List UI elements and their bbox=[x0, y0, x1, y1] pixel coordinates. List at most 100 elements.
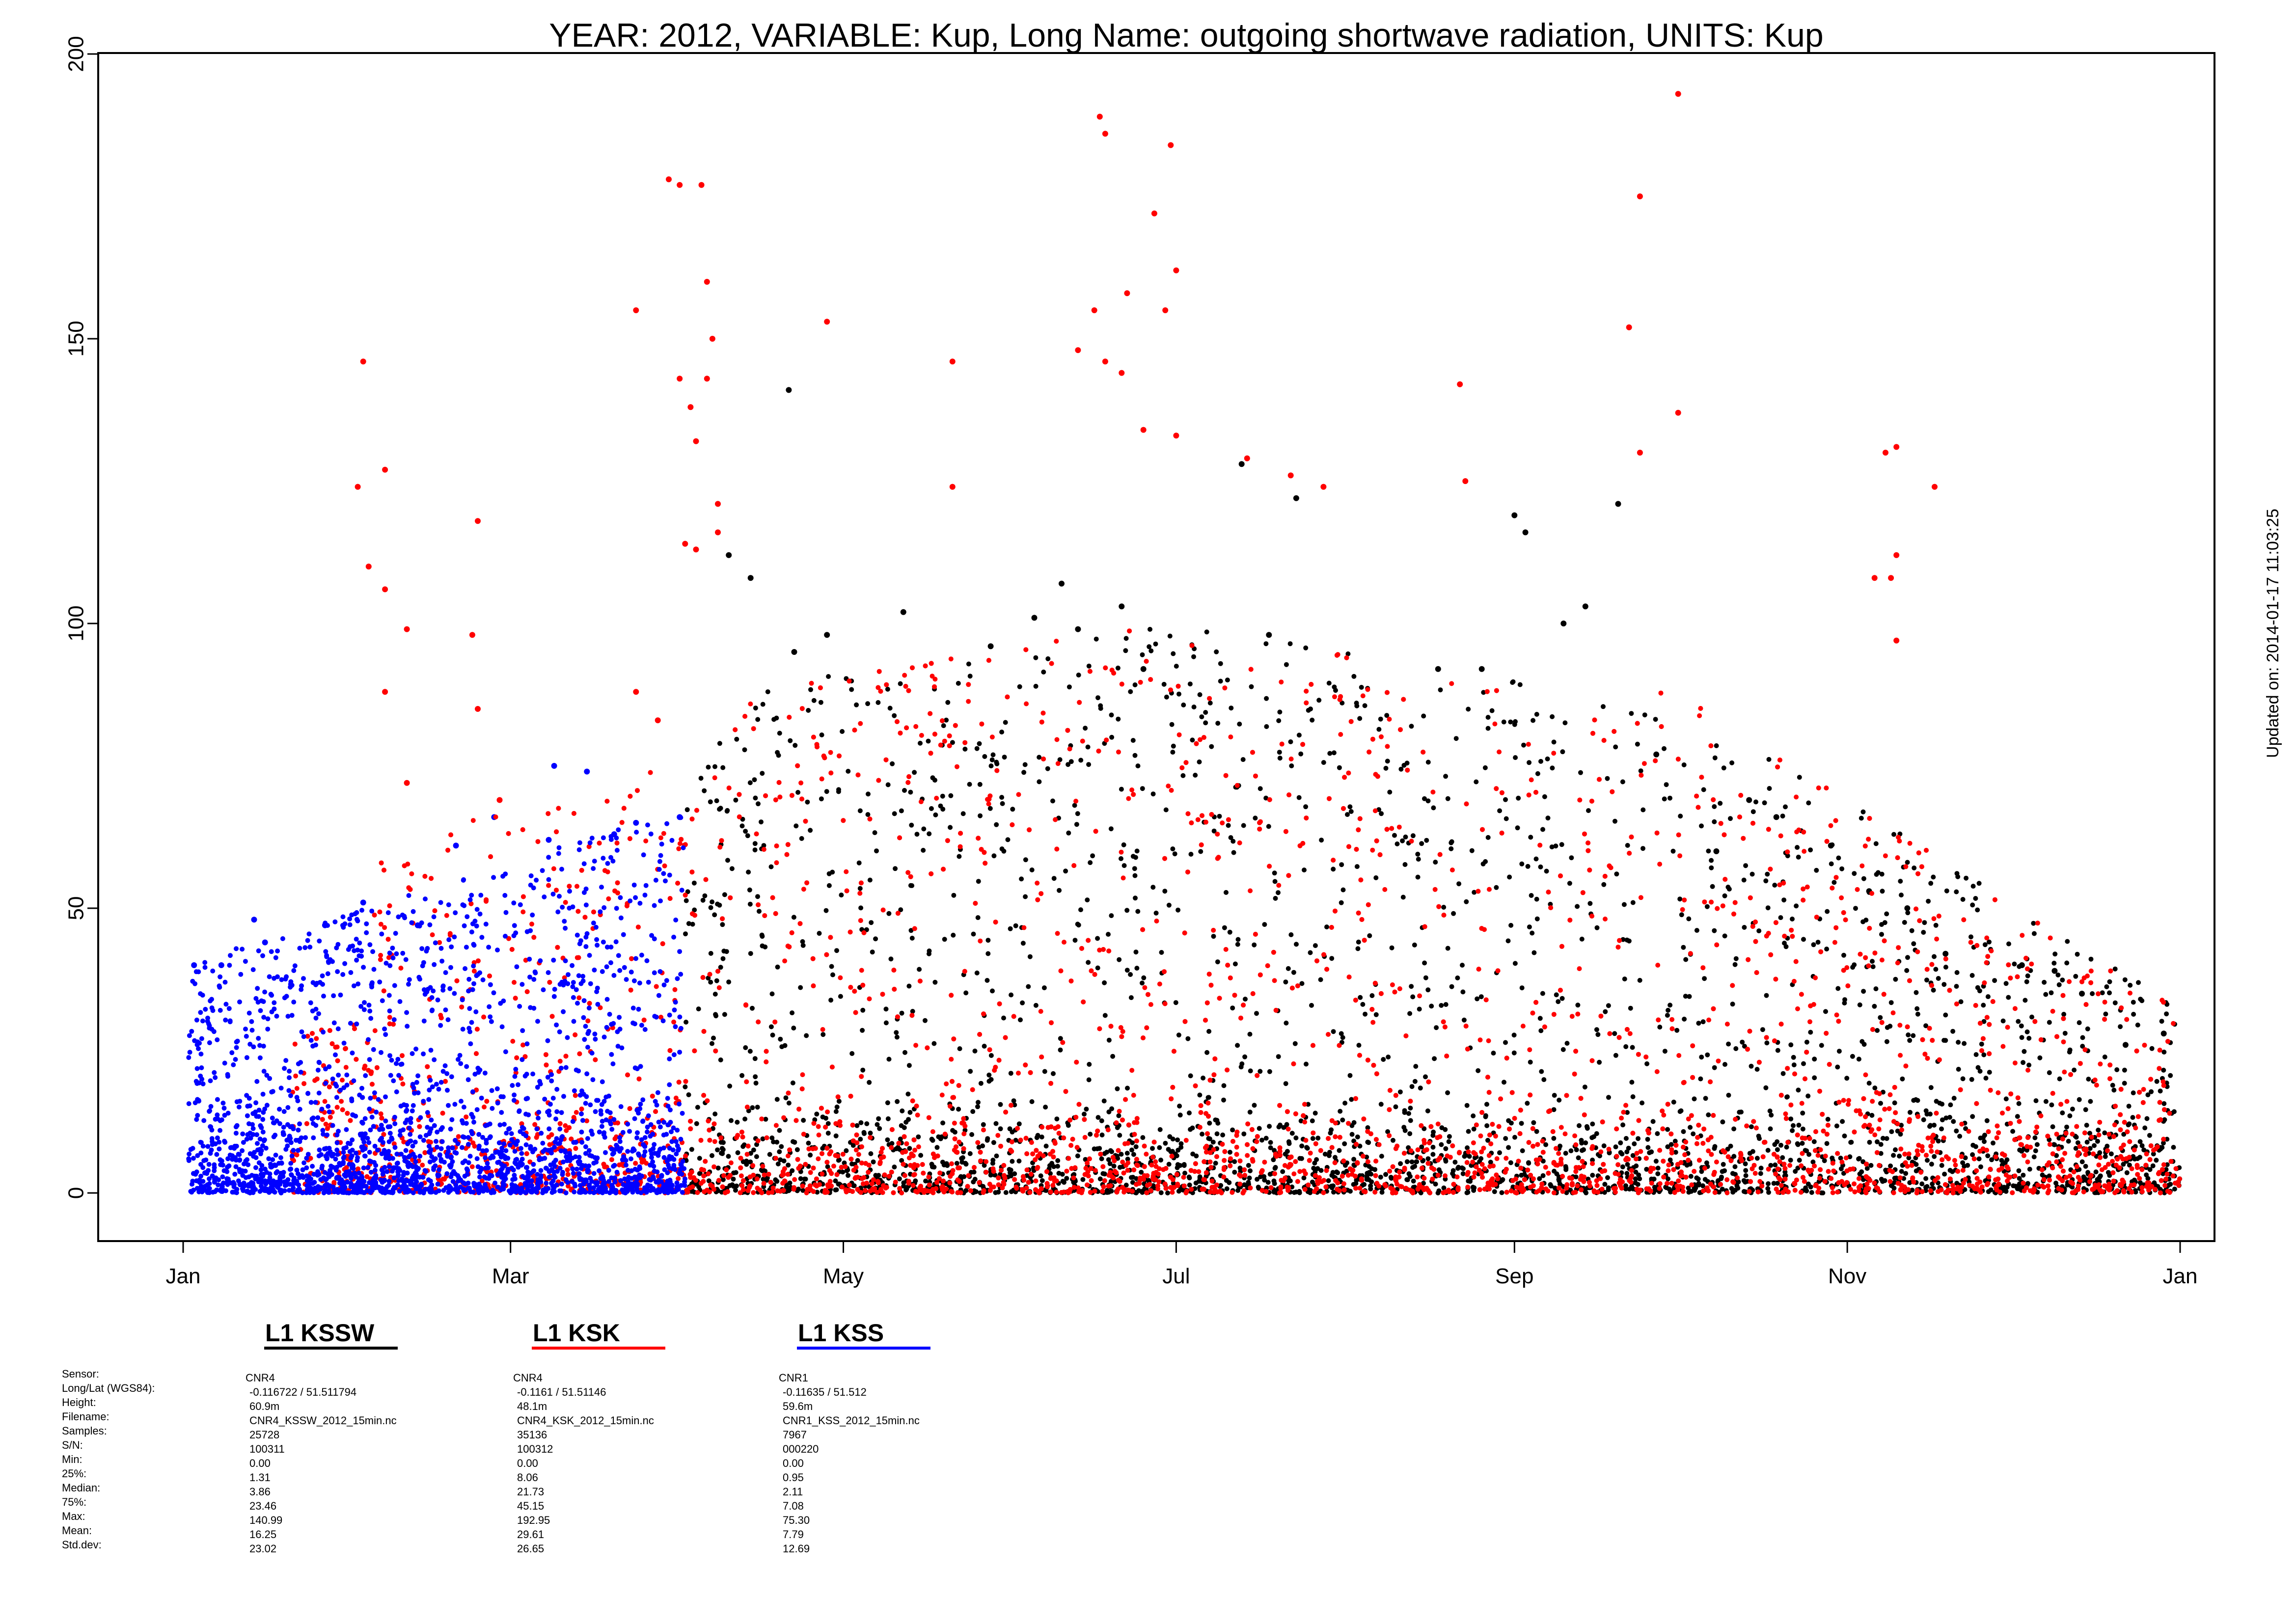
texture-point bbox=[1016, 1121, 1022, 1127]
texture-point bbox=[1783, 804, 1788, 810]
texture-point bbox=[1385, 758, 1390, 764]
texture-point bbox=[857, 886, 863, 891]
texture-point bbox=[1560, 1047, 1566, 1052]
texture-point bbox=[1180, 773, 1186, 778]
texture-point bbox=[1667, 1157, 1673, 1163]
texture-point bbox=[1836, 1049, 1842, 1054]
texture-point bbox=[1242, 1054, 1248, 1059]
texture-point bbox=[2050, 1124, 2055, 1130]
texture-point bbox=[1207, 1120, 1212, 1126]
texture-point bbox=[697, 1156, 702, 1161]
texture-point bbox=[1409, 724, 1414, 729]
texture-point bbox=[1109, 734, 1115, 740]
texture-point bbox=[1562, 720, 1568, 726]
texture-point bbox=[1806, 800, 1811, 806]
texture-point bbox=[1423, 1074, 1428, 1080]
texture-point bbox=[1730, 1190, 1736, 1195]
texture-point bbox=[1171, 651, 1176, 656]
texture-point bbox=[1941, 982, 1947, 987]
texture-point bbox=[1640, 807, 1646, 812]
texture-point bbox=[1365, 1139, 1370, 1145]
data-point bbox=[1511, 512, 1518, 518]
texture-point bbox=[921, 848, 926, 853]
texture-point bbox=[1175, 907, 1181, 913]
texture-point bbox=[1594, 1131, 1599, 1137]
texture-point bbox=[1177, 1112, 1183, 1118]
series-l1-kssw bbox=[726, 387, 2167, 1048]
texture-point bbox=[1613, 818, 1617, 824]
texture-point bbox=[1574, 1147, 1579, 1153]
texture-point bbox=[1460, 989, 1466, 995]
texture-point bbox=[1445, 796, 1450, 801]
texture-point bbox=[883, 1020, 889, 1026]
texture-point bbox=[849, 687, 854, 692]
data-point bbox=[666, 176, 672, 183]
texture-point bbox=[1332, 684, 1337, 690]
texture-point bbox=[952, 1130, 957, 1135]
texture-point bbox=[800, 1188, 806, 1193]
data-point bbox=[633, 307, 639, 313]
texture-point bbox=[1349, 1097, 1354, 1102]
texture-point bbox=[1582, 1084, 1587, 1090]
texture-point bbox=[1513, 755, 1518, 760]
texture-point bbox=[1029, 867, 1035, 872]
texture-point bbox=[1349, 1132, 1355, 1137]
data-point bbox=[1140, 427, 1147, 433]
texture-point bbox=[1132, 873, 1138, 878]
texture-point bbox=[1450, 1168, 1456, 1173]
texture-point bbox=[2172, 1187, 2177, 1191]
texture-point bbox=[2047, 1070, 2052, 1075]
texture-point bbox=[1814, 867, 1819, 873]
texture-point bbox=[1008, 926, 1013, 931]
texture-point bbox=[712, 912, 717, 918]
texture-point bbox=[1508, 719, 1513, 725]
texture-point bbox=[2067, 1113, 2073, 1118]
texture-point bbox=[1869, 1112, 1875, 1118]
texture-point bbox=[977, 741, 982, 746]
texture-point bbox=[1756, 928, 1762, 934]
texture-point bbox=[1078, 907, 1083, 913]
texture-point bbox=[1794, 903, 1799, 909]
texture-point bbox=[1874, 872, 1879, 877]
texture-point bbox=[796, 1187, 801, 1192]
texture-point bbox=[1540, 1173, 1546, 1178]
texture-point bbox=[1655, 1171, 1661, 1176]
texture-point bbox=[1749, 1063, 1754, 1069]
texture-point bbox=[1630, 1094, 1636, 1099]
texture-point bbox=[1054, 1116, 1060, 1122]
texture-point bbox=[783, 1095, 789, 1101]
texture-point bbox=[1329, 1127, 1334, 1133]
texture-point bbox=[1193, 773, 1198, 778]
texture-point bbox=[2053, 1180, 2058, 1186]
texture-point bbox=[1301, 1175, 1307, 1181]
texture-point bbox=[1559, 842, 1564, 847]
texture-point bbox=[1228, 1150, 1232, 1155]
texture-point bbox=[1629, 1080, 1635, 1085]
texture-point bbox=[1187, 1182, 1192, 1188]
texture-point bbox=[1681, 1129, 1686, 1134]
texture-point bbox=[1924, 1111, 1930, 1117]
texture-point bbox=[1765, 905, 1771, 911]
texture-point bbox=[1264, 724, 1269, 729]
texture-point bbox=[907, 1110, 913, 1115]
texture-point bbox=[1835, 1064, 1840, 1070]
texture-point bbox=[1158, 1190, 1164, 1195]
texture-point bbox=[1812, 1056, 1817, 1062]
texture-point bbox=[2003, 1189, 2009, 1194]
texture-point bbox=[1535, 771, 1540, 776]
texture-point bbox=[1347, 804, 1353, 810]
texture-point bbox=[1613, 1053, 1618, 1058]
texture-point bbox=[826, 883, 832, 888]
texture-point bbox=[1619, 1151, 1625, 1157]
texture-point bbox=[856, 860, 862, 866]
texture-point bbox=[1970, 902, 1975, 908]
texture-point bbox=[1225, 677, 1230, 683]
texture-point bbox=[1666, 1176, 1670, 1182]
texture-point bbox=[2112, 1000, 2118, 1005]
texture-point bbox=[1340, 887, 1346, 893]
texture-point bbox=[869, 920, 874, 925]
texture-point bbox=[1409, 984, 1414, 989]
data-point bbox=[469, 632, 475, 638]
texture-point bbox=[2070, 1107, 2075, 1112]
texture-point bbox=[722, 892, 727, 897]
